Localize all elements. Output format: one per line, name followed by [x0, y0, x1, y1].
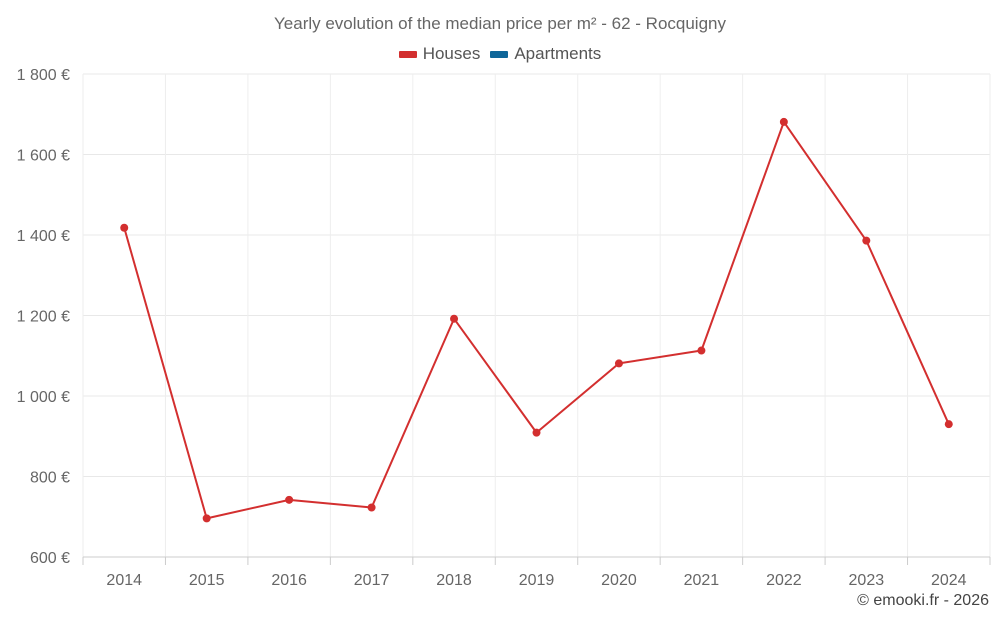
data-point-houses-2014[interactable]	[120, 223, 129, 232]
data-point-houses-2024[interactable]	[944, 420, 953, 429]
y-tick-label: 600 €	[30, 550, 70, 567]
x-tick-label: 2014	[106, 572, 142, 589]
legend-item-houses[interactable]: Houses	[398, 44, 481, 64]
legend: Houses Apartments	[0, 44, 1000, 64]
x-tick-label: 2024	[931, 572, 967, 589]
legend-label-houses: Houses	[422, 44, 481, 63]
data-point-houses-2020[interactable]	[614, 359, 623, 368]
legend-label-apartments: Apartments	[514, 44, 602, 63]
legend-swatch-houses	[398, 50, 417, 58]
data-point-houses-2022[interactable]	[779, 117, 788, 126]
legend-item-apartments[interactable]: Apartments	[490, 44, 601, 64]
x-tick-label: 2021	[684, 572, 720, 589]
x-tick-label: 2016	[271, 572, 307, 589]
data-point-houses-2021[interactable]	[697, 346, 706, 355]
data-point-houses-2023[interactable]	[862, 236, 871, 245]
y-tick-label: 800 €	[30, 470, 70, 487]
x-tick-label: 2017	[354, 572, 390, 589]
y-tick-label: 1 600 €	[17, 148, 70, 165]
y-tick-label: 1 800 €	[17, 67, 70, 84]
chart-title: Yearly evolution of the median price per…	[274, 14, 726, 33]
data-point-houses-2016[interactable]	[285, 495, 294, 504]
data-point-houses-2017[interactable]	[367, 503, 376, 512]
x-tick-label: 2019	[519, 572, 555, 589]
x-tick-label: 2020	[601, 572, 637, 589]
data-point-houses-2019[interactable]	[532, 428, 541, 437]
y-tick-label: 1 000 €	[17, 389, 70, 406]
x-tick-label: 2022	[766, 572, 802, 589]
x-tick-label: 2015	[189, 572, 225, 589]
x-tick-label: 2023	[849, 572, 885, 589]
data-point-houses-2018[interactable]	[450, 314, 459, 323]
x-tick-label: 2018	[436, 572, 472, 589]
data-point-houses-2015[interactable]	[202, 514, 211, 523]
legend-swatch-apartments	[490, 50, 509, 58]
y-tick-label: 1 400 €	[17, 228, 70, 245]
credit-text: © emooki.fr - 2026	[857, 592, 989, 609]
y-tick-label: 1 200 €	[17, 309, 70, 326]
